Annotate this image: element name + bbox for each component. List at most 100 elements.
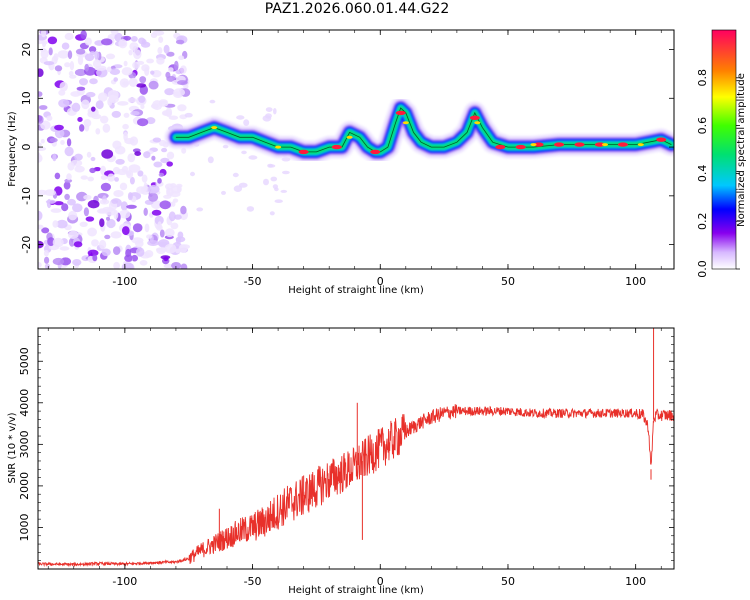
colorbar-label: Normalized spectral amplitude [736, 73, 747, 227]
x-tick-label: -100 [112, 575, 137, 588]
noise-blob [47, 237, 55, 247]
noise-blob [66, 173, 72, 181]
noise-blob [150, 32, 158, 38]
snr-plot: -100 -50 0 50 100 1000 2000 3000 4000 5000 Heigh… [7, 327, 675, 596]
noise-blob [113, 261, 120, 269]
noise-blob [207, 156, 214, 164]
noise-blob [126, 169, 134, 179]
noise-blob [90, 156, 96, 162]
noise-blob [101, 38, 113, 46]
colorbar-ticks: 0.0 0.2 0.4 0.6 0.8 [696, 69, 740, 278]
noise-blob [107, 173, 116, 182]
noise-blob [68, 210, 78, 221]
noise-blob [73, 241, 83, 248]
noise-blob [91, 239, 99, 247]
y-tick-label: 20 [20, 43, 33, 57]
noise-blob [99, 199, 110, 205]
noise-blob [59, 81, 68, 92]
noise-blob [86, 151, 92, 158]
noise-blob [121, 67, 133, 76]
noise-blob [106, 218, 116, 229]
noise-blob [54, 65, 63, 72]
y-tick-label: 3000 [18, 430, 31, 458]
noise-blob [56, 219, 68, 229]
x-tick-label: 100 [625, 575, 646, 588]
noise-blob [100, 175, 108, 180]
noise-blob [157, 221, 162, 230]
noise-blob [49, 137, 58, 143]
noise-blob [166, 51, 175, 57]
noise-blob [41, 30, 47, 38]
noise-blob [144, 250, 154, 258]
noise-blob [109, 68, 121, 75]
noise-blob [124, 254, 133, 262]
noise-blob [87, 249, 99, 257]
noise-blob [84, 63, 89, 72]
noise-blob [83, 119, 92, 127]
colorbar-tick-label: 0.2 [696, 212, 709, 230]
noise-blob [79, 78, 88, 86]
noise-blob [101, 248, 111, 257]
noise-blob [168, 115, 179, 120]
noise-blob [180, 263, 188, 269]
noise-blob [60, 140, 65, 145]
noise-blob [155, 181, 164, 187]
noise-blob [128, 49, 133, 56]
noise-blob [150, 200, 162, 209]
x-tick-label: 50 [501, 275, 515, 288]
noise-blob [101, 149, 114, 159]
noise-blob [94, 51, 100, 60]
noise-blob [40, 138, 45, 144]
noise-blob [54, 201, 64, 206]
noise-blob [170, 222, 179, 230]
noise-blob [38, 224, 44, 230]
noise-blob [148, 192, 159, 202]
noise-blob [48, 47, 53, 56]
noise-blob [113, 77, 118, 82]
noise-blob [137, 118, 149, 127]
noise-blob [97, 92, 108, 102]
snr-frame [37, 327, 675, 570]
ridge-core [554, 142, 565, 147]
noise-blob [119, 182, 128, 191]
snr-y-label: SNR (10 * v/v) [7, 412, 18, 483]
noise-blob [177, 104, 187, 112]
noise-blob [111, 199, 118, 204]
noise-blob [113, 210, 119, 220]
noise-blob [123, 60, 128, 67]
noise-blob [174, 214, 182, 220]
noise-blob [91, 106, 96, 112]
noise-blob [123, 112, 130, 118]
x-tick-label: 50 [501, 575, 515, 588]
noise-blob [175, 69, 183, 75]
noise-blob [161, 110, 172, 117]
noise-blob [130, 111, 140, 116]
noise-blob [114, 32, 123, 42]
ridge-core [298, 149, 309, 155]
noise-blob [163, 256, 169, 262]
noise-blob [38, 154, 43, 163]
noise-blob [132, 61, 141, 69]
noise-blob [171, 201, 176, 207]
noise-blob [99, 239, 107, 250]
noise-blob [139, 260, 148, 266]
noise-blob [163, 263, 173, 269]
noise-blob [44, 189, 56, 197]
noise-blob [143, 207, 148, 216]
colorbar-tick-label: 0.6 [696, 117, 709, 135]
noise-blob [178, 244, 188, 253]
ridge-fleck [211, 126, 218, 130]
x-tick-label: 0 [377, 275, 384, 288]
noise-blob [128, 263, 135, 269]
noise-blob [141, 174, 148, 183]
noise-blob [66, 138, 72, 147]
noise-blob [144, 223, 150, 233]
y-tick-label: 10 [20, 91, 33, 105]
ridge-core [469, 115, 480, 121]
noise-blob [59, 246, 70, 251]
noise-blob [99, 218, 105, 228]
noise-blob [241, 150, 247, 155]
noise-blob [122, 226, 130, 236]
noise-blob [173, 88, 186, 97]
